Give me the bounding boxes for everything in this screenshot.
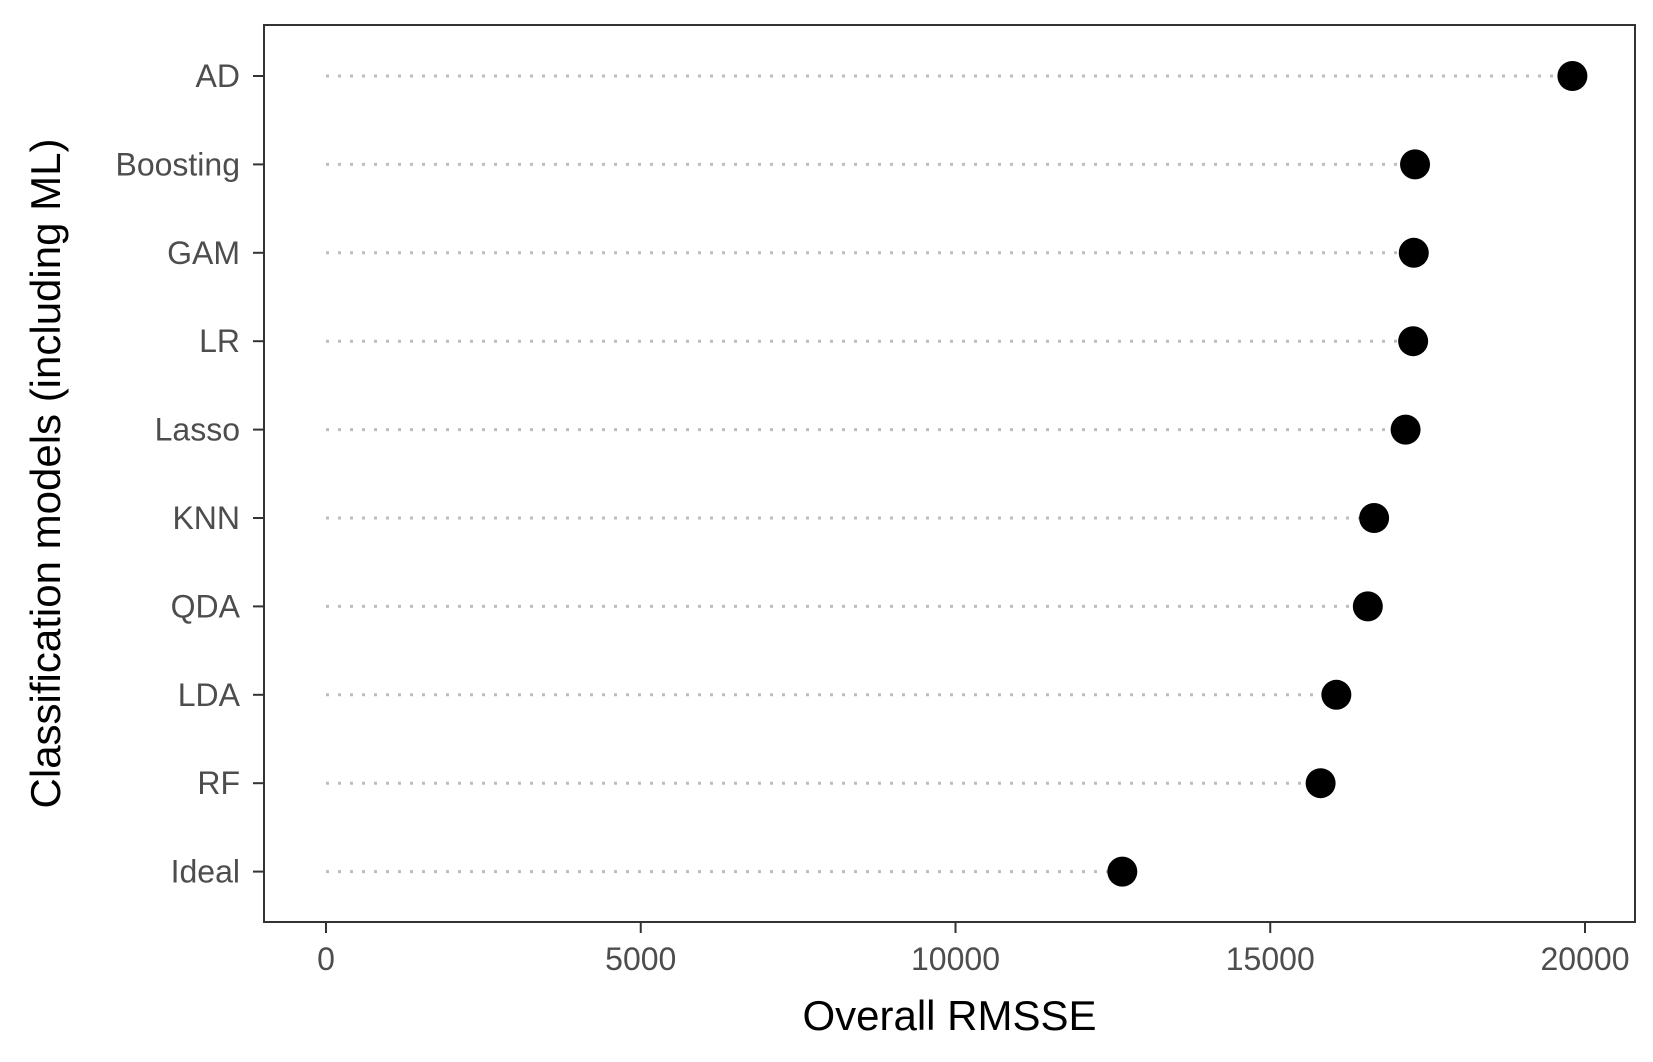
point-ad <box>1557 61 1588 91</box>
x-tick-label-15000: 15000 <box>1226 941 1315 977</box>
x-tick-label-0: 0 <box>317 941 335 977</box>
y-tick-label-rf: RF <box>197 765 240 801</box>
point-boosting <box>1400 149 1431 180</box>
point-knn <box>1359 503 1390 533</box>
plot-panel-border <box>263 24 1636 923</box>
point-lda <box>1321 679 1352 710</box>
y-tick-label-knn: KNN <box>172 500 240 536</box>
data-points <box>1107 61 1588 887</box>
y-axis: AD Boosting GAM LR Lasso KNN QDA LDA RF Ideal <box>115 58 264 890</box>
point-lr <box>1398 326 1429 357</box>
x-tick-label-10000: 10000 <box>911 941 1000 977</box>
y-tick-label-ideal: Ideal <box>171 854 240 890</box>
y-tick-label-lasso: Lasso <box>155 412 240 448</box>
x-tick-label-20000: 20000 <box>1541 941 1630 977</box>
x-axis: 0 5000 10000 15000 20000 <box>317 922 1629 977</box>
x-tick-label-5000: 5000 <box>605 941 676 977</box>
y-tick-label-boosting: Boosting <box>115 146 240 182</box>
guide-lines <box>326 74 1573 874</box>
y-axis-title: Classification models (including ML) <box>22 139 69 809</box>
y-tick-label-qda: QDA <box>171 588 241 624</box>
y-tick-label-lda: LDA <box>178 677 241 713</box>
point-gam <box>1398 237 1429 268</box>
point-qda <box>1352 591 1383 622</box>
x-axis-title: Overall RMSSE <box>802 992 1096 1039</box>
y-tick-label-gam: GAM <box>167 235 240 271</box>
point-ideal <box>1107 856 1138 887</box>
point-lasso <box>1390 414 1421 445</box>
y-tick-label-lr: LR <box>199 323 240 359</box>
point-rf <box>1305 768 1336 799</box>
y-tick-label-ad: AD <box>196 58 240 94</box>
